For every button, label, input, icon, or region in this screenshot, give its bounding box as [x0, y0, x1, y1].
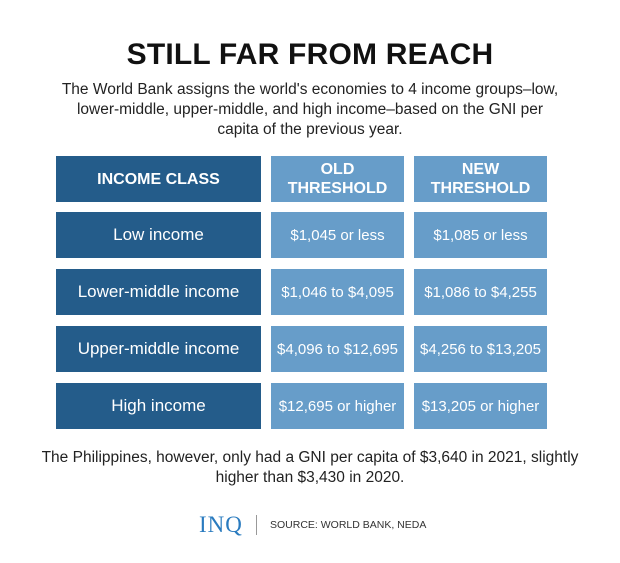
title: STILL FAR FROM REACH [126, 38, 494, 71]
income-class-cell: High income [56, 383, 261, 429]
note: The Philippines, however, only had a GNI… [41, 449, 579, 486]
threshold-cell: $4,256 to $13,205 [414, 326, 547, 372]
threshold-cell: $1,046 to $4,095 [271, 269, 404, 315]
source: SOURCE: WORLD BANK, NEDA [270, 519, 427, 531]
subtitle: The World Bank assigns the world's econo… [61, 81, 559, 138]
header-cell: NEW THRESHOLD [414, 156, 547, 202]
header-cell: INCOME CLASS [56, 156, 261, 202]
header-cell: OLD THRESHOLD [271, 156, 404, 202]
threshold-cell: $4,096 to $12,695 [271, 326, 404, 372]
income-class-cell: Upper-middle income [56, 326, 261, 372]
threshold-cell: $12,695 or higher [271, 383, 404, 429]
income-class-cell: Lower-middle income [56, 269, 261, 315]
threshold-cell: $1,085 or less [414, 212, 547, 258]
divider [256, 515, 257, 535]
income-class-cell: Low income [56, 212, 261, 258]
threshold-cell: $13,205 or higher [414, 383, 547, 429]
threshold-cell: $1,086 to $4,255 [414, 269, 547, 315]
threshold-cell: $1,045 or less [271, 212, 404, 258]
inq-logo: INQ [199, 512, 243, 537]
